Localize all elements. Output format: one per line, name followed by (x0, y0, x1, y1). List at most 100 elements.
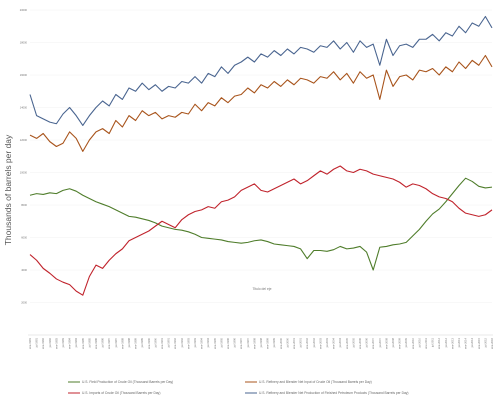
x-tick-label: jul-1982 (48, 337, 52, 348)
x-tick-label: ene-1985 (81, 337, 85, 349)
series-lines (29, 15, 493, 296)
x-tick-label: ene-1983 (54, 337, 58, 349)
x-tick-label: jul-2003 (325, 337, 329, 348)
x-tick-label: jul-1996 (233, 337, 237, 348)
legend-label-field-production: U.S. Field Production of Crude Oil (Thou… (82, 380, 173, 384)
gridlines (30, 9, 492, 303)
y-tick-label: 4000 (21, 268, 27, 272)
x-tick-label: ene-2000 (279, 337, 283, 349)
x-tick-label: ene-2006 (358, 337, 362, 349)
series-line-field-production (29, 177, 493, 271)
x-tick-label: ene-1981 (28, 337, 32, 349)
x-tick-label: ene-2009 (398, 337, 402, 349)
x-tick-label: ene-1982 (41, 337, 45, 349)
x-tick-label: jul-2015 (483, 337, 487, 348)
x-tick-label: ene-2015 (477, 337, 481, 349)
x-tick-label: jul-1988 (127, 337, 131, 348)
x-tick-label: ene-1984 (68, 337, 72, 349)
x-axis-label: Titulo del eje (252, 287, 271, 291)
x-tick-label: ene-2008 (384, 337, 388, 349)
x-tick-label: jul-1993 (193, 337, 197, 348)
y-tick-label: 12000 (20, 138, 28, 142)
x-tick-label: ene-2013 (450, 337, 454, 349)
y-axis-label: Thousands of barrels per day (3, 134, 13, 245)
legend-item-field-production: U.S. Field Production of Crude Oil (Thou… (68, 380, 173, 384)
x-tick-label: ene-2002 (305, 337, 309, 349)
x-tick-label: jul-2008 (391, 337, 395, 348)
y-tick-label: 14000 (20, 105, 28, 109)
x-tick-label: jul-1984 (74, 337, 78, 348)
x-tick-label: jul-1989 (140, 337, 144, 348)
y-tick-label: 20000 (20, 8, 28, 12)
x-tick-label: jul-2011 (431, 337, 435, 348)
legend-item-finished-products: U.S. Refinery and Blender Net Production… (245, 391, 409, 395)
y-tick-label: 2000 (21, 300, 27, 304)
x-tick-label: ene-1990 (147, 337, 151, 349)
x-tick-label: jul-2001 (299, 337, 303, 348)
series-line-imports (29, 165, 493, 296)
x-tick-label: ene-2004 (332, 337, 336, 349)
x-tick-label: jul-2006 (365, 337, 369, 348)
x-tick-label: jul-1990 (153, 337, 157, 348)
legend-label-imports: U.S. Imports of Crude Oil (Thousand Barr… (82, 391, 160, 395)
x-tick-label: jul-2012 (444, 337, 448, 348)
x-tick-label: jul-2013 (457, 337, 461, 348)
x-tick-label: ene-1988 (120, 337, 124, 349)
x-tick-label: ene-1997 (239, 337, 243, 349)
x-tick-label: ene-1996 (226, 337, 230, 349)
x-tick-label: ene-1986 (94, 337, 98, 349)
x-tick-label: jul-1995 (219, 337, 223, 348)
legend-item-refinery-input: U.S. Refinery and Blender Net Input of C… (245, 380, 372, 384)
y-tick-label: 16000 (20, 73, 28, 77)
legend-label-finished-products: U.S. Refinery and Blender Net Production… (259, 391, 409, 395)
x-tick-label: jul-1991 (167, 337, 171, 348)
x-tick-label: ene-2007 (371, 337, 375, 349)
x-tick-label: ene-2016 (490, 337, 494, 349)
x-tick-label: ene-1999 (266, 337, 270, 349)
x-tick-label: jul-1983 (61, 337, 65, 348)
x-tick-label: jul-1985 (87, 337, 91, 348)
x-tick-label: jul-1997 (246, 337, 250, 348)
x-tick-label: ene-2005 (345, 337, 349, 349)
x-tick-label: ene-1987 (107, 337, 111, 349)
x-tick-label: ene-1998 (252, 337, 256, 349)
x-tick-label: ene-2011 (424, 337, 428, 348)
x-tick-label: jul-2014 (470, 337, 474, 348)
x-tick-label: jul-1994 (206, 337, 210, 348)
y-tick-labels: 2000 4000 6000 8000 10000 12000 14000 16000 1800… (20, 8, 28, 304)
y-tick-label: 6000 (21, 235, 27, 239)
x-tick-label: jul-1987 (114, 337, 118, 348)
x-tick-label: jul-1986 (101, 337, 105, 348)
x-tick-label: ene-2012 (437, 337, 441, 349)
legend-item-imports: U.S. Imports of Crude Oil (Thousand Barr… (68, 391, 160, 395)
y-tick-label: 18000 (20, 40, 28, 44)
x-tick-label: jul-1992 (180, 337, 184, 348)
x-tick-label: jul-2007 (378, 337, 382, 348)
y-tick-label: 8000 (21, 203, 27, 207)
x-tick-label: jul-2005 (351, 337, 355, 348)
x-tick-label: ene-1994 (200, 337, 204, 349)
legend-label-refinery-input: U.S. Refinery and Blender Net Input of C… (259, 380, 372, 384)
x-tick-label: ene-2001 (292, 337, 296, 349)
x-tick-label: jul-2009 (404, 337, 408, 348)
x-tick-label: jul-2010 (417, 337, 421, 348)
x-tick-label: jul-1998 (259, 337, 263, 348)
series-line-refinery-input (29, 54, 493, 152)
x-tick-label: jul-2000 (285, 337, 289, 348)
legend: U.S. Field Production of Crude Oil (Thou… (68, 380, 409, 395)
x-tick-label: jul-2002 (312, 337, 316, 348)
series-line-finished-products (29, 15, 493, 126)
x-tick-label: ene-2003 (318, 337, 322, 349)
x-tick-label: jul-2004 (338, 337, 342, 348)
x-tick-labels: ene-1981 jul-1981 ene-1982 jul-1982 ene-1983… (28, 337, 494, 349)
x-tick-label: ene-1993 (186, 337, 190, 349)
x-tick-label: ene-1992 (173, 337, 177, 349)
x-tick-label: ene-1991 (160, 337, 164, 349)
x-tick-label: jul-1981 (35, 337, 39, 348)
x-tick-label: ene-1995 (213, 337, 217, 349)
x-tick-label: jul-1999 (272, 337, 276, 348)
x-tick-label: ene-1989 (134, 337, 138, 349)
y-tick-label: 10000 (20, 170, 28, 174)
